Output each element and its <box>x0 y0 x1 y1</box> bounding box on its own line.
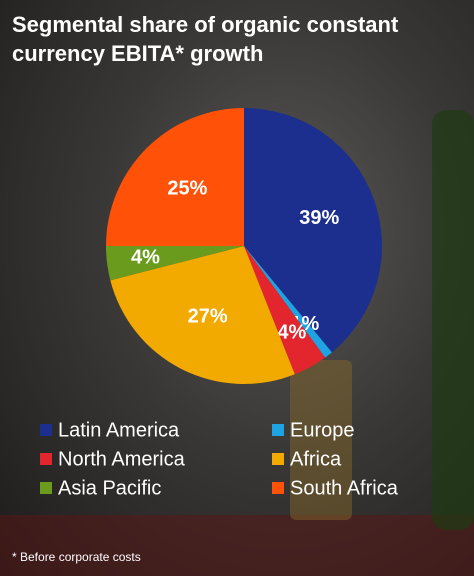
legend-label: Latin America <box>58 419 180 441</box>
footnote: * Before corporate costs <box>12 550 141 564</box>
legend-label: Europe <box>290 419 355 441</box>
legend-swatch <box>272 482 284 494</box>
legend-label: North America <box>58 448 186 470</box>
legend-swatch <box>40 424 52 436</box>
pie-slice <box>106 246 244 281</box>
pie-slice <box>244 108 382 353</box>
legend-swatch <box>40 482 52 494</box>
pie-slice <box>244 246 326 375</box>
value-label: 27% <box>188 306 228 328</box>
pie-slice <box>106 108 244 246</box>
legend-label: South Africa <box>290 477 399 499</box>
glass <box>290 360 352 520</box>
legend-swatch <box>40 453 52 465</box>
bottle <box>432 110 474 530</box>
pie-slice <box>110 246 295 384</box>
legend-swatch <box>272 424 284 436</box>
value-label: 39% <box>299 207 339 229</box>
value-label: 4% <box>131 247 160 269</box>
legend-label: Asia Pacific <box>58 477 161 499</box>
legend-label: Africa <box>290 448 342 470</box>
pie-slice <box>244 246 332 358</box>
value-label: 25% <box>167 178 207 200</box>
legend-swatch <box>272 453 284 465</box>
value-label: 4% <box>277 321 306 343</box>
chart-title: Segmental share of organic constant curr… <box>12 12 399 66</box>
table-edge <box>0 515 474 576</box>
